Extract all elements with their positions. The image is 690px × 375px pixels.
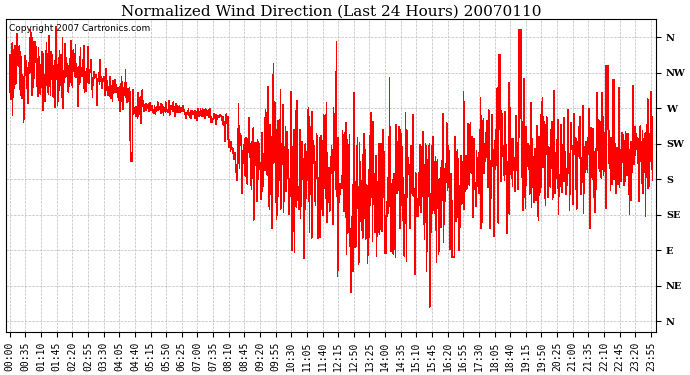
Title: Normalized Wind Direction (Last 24 Hours) 20070110: Normalized Wind Direction (Last 24 Hours…: [121, 4, 542, 18]
Text: Copyright 2007 Cartronics.com: Copyright 2007 Cartronics.com: [10, 24, 150, 33]
